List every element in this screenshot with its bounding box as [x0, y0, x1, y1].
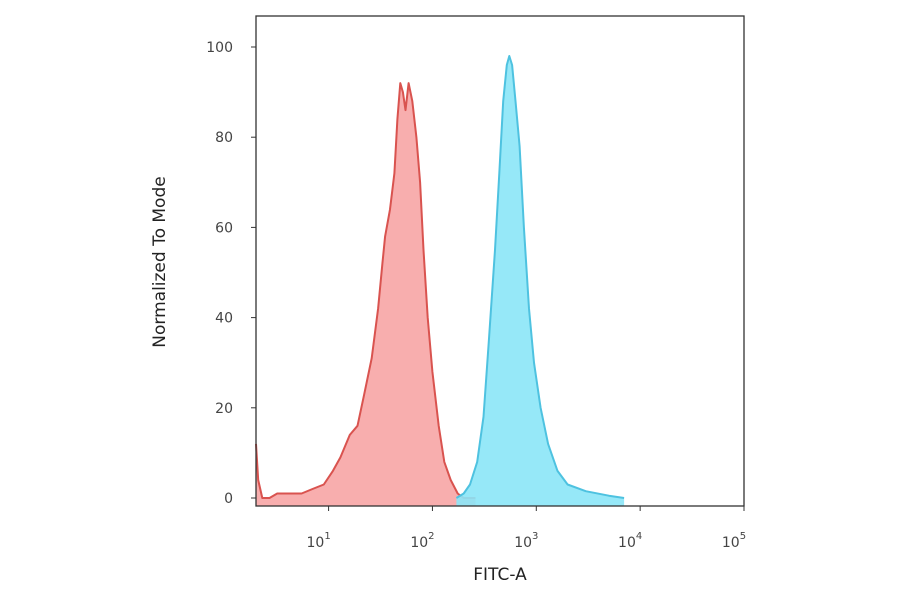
- y-tick-label: 20: [215, 401, 233, 417]
- x-tick-label: 104: [618, 531, 642, 551]
- x-axis-title: FITC-A: [473, 565, 527, 585]
- series-2-outline: [455, 55, 625, 499]
- series-2-area: [456, 56, 625, 506]
- series-layer: [255, 55, 625, 506]
- x-tick-label: 105: [722, 531, 746, 551]
- series-1-area: [256, 83, 476, 506]
- y-axis-title: Normalized To Mode: [150, 176, 170, 347]
- axis-ticks: 0 20 40 60 80 100 101 102 103 104 105: [206, 40, 746, 551]
- series-1-outline: [255, 82, 476, 499]
- y-tick-label: 100: [206, 40, 233, 56]
- x-tick-label: 102: [410, 531, 434, 551]
- y-tick-label: 40: [215, 311, 233, 327]
- x-tick-label: 101: [306, 531, 330, 551]
- y-tick-label: 0: [224, 491, 233, 507]
- y-tick-label: 60: [215, 220, 233, 236]
- y-tick-label: 80: [215, 130, 233, 146]
- x-tick-label: 103: [514, 531, 538, 551]
- plot-frame: [255, 15, 745, 507]
